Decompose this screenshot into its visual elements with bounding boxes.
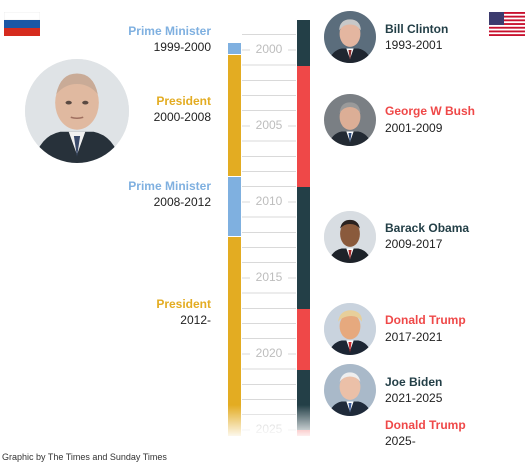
axis-fade (226, 405, 312, 445)
russia-term-bar-2 (228, 54, 241, 176)
russia-years-pm-2: 2008-2012 (153, 195, 211, 209)
us-years-obama: 2009-2017 (385, 237, 443, 251)
us-name-biden: Joe Biden (385, 375, 443, 389)
us-term-bar-4 (297, 308, 310, 370)
timeline-axis (242, 20, 296, 435)
biden-portrait (324, 364, 376, 416)
russia-role-president-1: President (156, 94, 211, 108)
us-term-bar-2 (297, 65, 310, 188)
russia-term-bar-3 (228, 176, 241, 237)
russia-years-pm-1: 1999-2000 (153, 40, 211, 54)
clinton-portrait (324, 11, 376, 63)
us-term-bar-3 (297, 187, 310, 309)
axis-year-label: 2005 (250, 117, 288, 132)
us-years-clinton: 1993-2001 (385, 38, 443, 52)
russia-role-pm-1: Prime Minister (128, 24, 211, 38)
us-name-trump-1: Donald Trump (385, 313, 466, 327)
graphic-credit: Graphic by The Times and Sunday Times (2, 452, 167, 462)
us-name-obama: Barack Obama (385, 221, 470, 235)
us-name-bush: George W Bush (385, 104, 476, 118)
russia-flag-icon (4, 12, 40, 36)
axis-year-label: 2015 (250, 269, 288, 284)
us-years-trump-2: 2025- (385, 434, 416, 448)
usa-flag-icon (489, 12, 525, 36)
us-years-trump-1: 2017-2021 (385, 330, 443, 344)
russia-term-bar-4 (228, 237, 241, 437)
us-name-clinton: Bill Clinton (385, 22, 449, 36)
bush-portrait (324, 94, 376, 146)
russia-years-president-1: 2000-2008 (153, 110, 211, 124)
russia-role-president-2: President (156, 297, 211, 311)
axis-year-label: 2000 (250, 41, 288, 56)
us-term-bar-1 (297, 20, 310, 66)
us-years-biden: 2021-2025 (385, 391, 443, 405)
us-years-bush: 2001-2009 (385, 121, 443, 135)
putin-portrait (25, 59, 129, 163)
russia-term-bar-1 (228, 42, 241, 54)
axis-year-label: 2010 (250, 193, 288, 208)
obama-portrait (324, 211, 376, 263)
trump-portrait (324, 303, 376, 355)
us-name-trump-2: Donald Trump (385, 418, 466, 432)
russia-role-pm-2: Prime Minister (128, 179, 211, 193)
russia-years-president-2: 2012- (180, 313, 211, 327)
axis-year-label: 2020 (250, 345, 288, 360)
